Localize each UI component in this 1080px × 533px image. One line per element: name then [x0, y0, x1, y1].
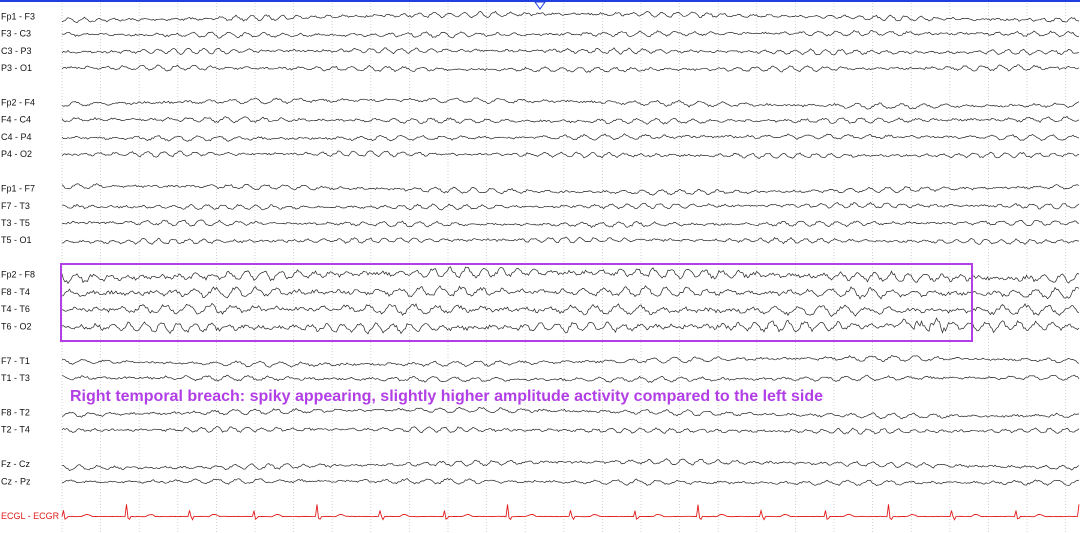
- channel-label: T1 - T3: [1, 373, 30, 383]
- eeg-trace: [61, 97, 1080, 110]
- eeg-trace: [61, 374, 1080, 383]
- eeg-trace: [61, 426, 1080, 435]
- eeg-trace: [61, 30, 1080, 39]
- channel-label: F3 - C3: [1, 29, 31, 39]
- channel-label: Fz - Cz: [1, 459, 30, 469]
- eeg-trace: [61, 266, 1080, 285]
- eeg-trace: [61, 355, 1080, 368]
- channel-label: Fp1 - F7: [1, 184, 35, 194]
- channel-label: T5 - O1: [1, 235, 32, 245]
- channel-label: P3 - O1: [1, 63, 32, 73]
- traces: [61, 10, 1080, 521]
- eeg-trace: [61, 317, 1080, 335]
- eeg-trace: [61, 64, 1080, 73]
- eeg-trace: [61, 477, 1080, 487]
- channel-label: T3 - T5: [1, 218, 30, 228]
- channel-label: F8 - T4: [1, 287, 30, 297]
- eeg-trace: [61, 302, 1080, 318]
- eeg-trace: [61, 115, 1080, 125]
- eeg-trace: [61, 219, 1080, 228]
- eeg-trace: [61, 201, 1080, 211]
- channel-label: F4 - C4: [1, 115, 31, 125]
- channel-label: Fp2 - F4: [1, 97, 35, 107]
- channel-label: ECGL - ECGR: [1, 511, 60, 521]
- eeg-trace: [61, 133, 1080, 142]
- channel-label: Fp1 - F3: [1, 11, 35, 21]
- top-bar: [0, 0, 1080, 2]
- eeg-trace: [61, 504, 1080, 521]
- channel-label: F7 - T3: [1, 201, 30, 211]
- channel-label: T6 - O2: [1, 321, 32, 331]
- eeg-trace: [61, 47, 1080, 56]
- eeg-trace: [61, 150, 1080, 159]
- channel-label: T4 - T6: [1, 304, 30, 314]
- time-grid: [61, 3, 1066, 533]
- eeg-trace: [61, 285, 1080, 300]
- channel-labels: Fp1 - F3 F3 - C3 C3 - P3 P3 - O1 Fp2 - F4 F4 …: [1, 11, 60, 521]
- eeg-trace: [61, 458, 1080, 472]
- time-cursor[interactable]: [534, 1, 546, 10]
- eeg-trace: [61, 10, 1080, 24]
- channel-label: T2 - T4: [1, 425, 30, 435]
- channel-label: Fp2 - F8: [1, 270, 35, 280]
- channel-label: C3 - P3: [1, 46, 32, 56]
- channel-label: Cz - Pz: [1, 476, 31, 486]
- channel-label: F7 - T1: [1, 356, 30, 366]
- channel-label: F8 - T2: [1, 407, 30, 417]
- annotation: Right temporal breach: spiky appearing, …: [70, 388, 823, 405]
- eeg-trace: [61, 236, 1080, 245]
- eeg-trace: [61, 406, 1080, 420]
- eeg-trace: [61, 183, 1080, 196]
- highlight-box: [60, 263, 973, 342]
- channel-label: C4 - P4: [1, 132, 32, 142]
- channel-label: P4 - O2: [1, 149, 32, 159]
